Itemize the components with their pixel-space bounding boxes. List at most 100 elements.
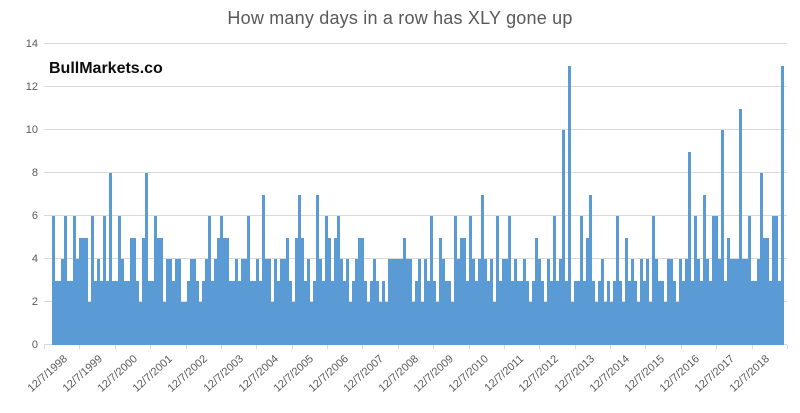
bar bbox=[496, 216, 499, 345]
bar bbox=[277, 280, 280, 345]
bar bbox=[364, 280, 367, 345]
bar bbox=[673, 280, 676, 345]
bar bbox=[223, 237, 226, 345]
bar bbox=[751, 280, 754, 345]
x-axis-tick-mark bbox=[786, 345, 788, 349]
bar bbox=[229, 280, 232, 345]
bar bbox=[214, 259, 217, 345]
bar bbox=[745, 259, 748, 345]
bar bbox=[79, 237, 82, 345]
bar-series bbox=[52, 44, 784, 345]
bar bbox=[238, 280, 241, 345]
x-axis-tick-mark bbox=[680, 345, 682, 349]
bar bbox=[241, 259, 244, 345]
bar bbox=[526, 280, 529, 345]
bar bbox=[58, 280, 61, 345]
bar bbox=[766, 237, 769, 345]
bar bbox=[88, 302, 91, 345]
bar bbox=[748, 216, 751, 345]
bar bbox=[685, 259, 688, 345]
bar bbox=[772, 216, 775, 345]
bar bbox=[679, 259, 682, 345]
x-axis-tick-mark bbox=[150, 345, 152, 349]
bar bbox=[172, 280, 175, 345]
y-axis-tick-label: 10 bbox=[25, 124, 38, 136]
x-axis-tick-mark bbox=[327, 345, 329, 349]
bar bbox=[565, 280, 568, 345]
bar bbox=[610, 302, 613, 345]
bar bbox=[385, 302, 388, 345]
y-axis-tick-label: 6 bbox=[31, 210, 38, 222]
bar bbox=[538, 259, 541, 345]
x-axis-tick-mark bbox=[539, 345, 541, 349]
bar bbox=[253, 280, 256, 345]
gridline bbox=[44, 86, 787, 87]
bar bbox=[505, 259, 508, 345]
bar bbox=[481, 194, 484, 345]
bar bbox=[613, 280, 616, 345]
bar bbox=[703, 194, 706, 345]
gridline bbox=[44, 129, 787, 130]
bar bbox=[430, 216, 433, 345]
bar bbox=[598, 280, 601, 345]
watermark-bullmarkets: BullMarkets.co bbox=[49, 60, 163, 77]
bar bbox=[226, 237, 229, 345]
bar bbox=[622, 302, 625, 345]
bar bbox=[121, 259, 124, 345]
bar bbox=[256, 259, 259, 345]
bar bbox=[280, 259, 283, 345]
bar bbox=[139, 302, 142, 345]
bar bbox=[274, 259, 277, 345]
bar bbox=[739, 108, 742, 345]
gridline bbox=[44, 43, 787, 44]
bar bbox=[457, 259, 460, 345]
bar bbox=[100, 280, 103, 345]
bar bbox=[580, 216, 583, 345]
bar bbox=[424, 259, 427, 345]
bar bbox=[244, 259, 247, 345]
bar bbox=[418, 259, 421, 345]
bar bbox=[73, 216, 76, 345]
bar bbox=[106, 280, 109, 345]
x-axis-tick-mark bbox=[751, 345, 753, 349]
bar bbox=[583, 280, 586, 345]
x-axis-tick-mark bbox=[185, 345, 187, 349]
bar bbox=[334, 237, 337, 345]
bar bbox=[487, 280, 490, 345]
bar bbox=[727, 237, 730, 345]
bar bbox=[586, 237, 589, 345]
bar bbox=[478, 259, 481, 345]
bar bbox=[670, 259, 673, 345]
bar bbox=[595, 302, 598, 345]
bar bbox=[208, 216, 211, 345]
x-axis-tick-mark bbox=[397, 345, 399, 349]
bar bbox=[415, 280, 418, 345]
bar bbox=[268, 259, 271, 345]
bar bbox=[511, 280, 514, 345]
chart-title: How many days in a row has XLY gone up bbox=[227, 8, 573, 28]
bar bbox=[217, 237, 220, 345]
bar bbox=[67, 280, 70, 345]
bar bbox=[295, 237, 298, 345]
bar bbox=[436, 302, 439, 345]
bar bbox=[619, 280, 622, 345]
bar bbox=[472, 259, 475, 345]
bar bbox=[760, 173, 763, 345]
bar bbox=[631, 259, 634, 345]
bar bbox=[625, 237, 628, 345]
y-axis-tick-label: 8 bbox=[31, 167, 38, 179]
bar bbox=[64, 216, 67, 345]
bar bbox=[382, 280, 385, 345]
bar bbox=[307, 259, 310, 345]
bar bbox=[700, 280, 703, 345]
bar bbox=[343, 280, 346, 345]
bar bbox=[568, 65, 571, 345]
bar bbox=[55, 280, 58, 345]
bar bbox=[754, 280, 757, 345]
bar bbox=[508, 216, 511, 345]
bar bbox=[187, 280, 190, 345]
bar bbox=[94, 280, 97, 345]
bar bbox=[196, 280, 199, 345]
bar bbox=[523, 259, 526, 345]
bar bbox=[358, 237, 361, 345]
